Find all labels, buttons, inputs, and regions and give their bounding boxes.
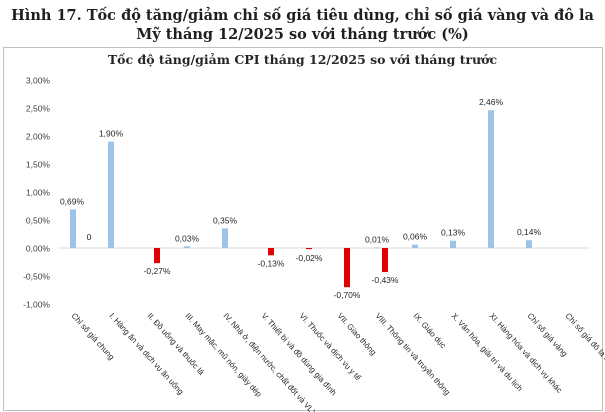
bar — [222, 228, 228, 248]
figure-title-line-1: Hình 17. Tốc độ tăng/giảm chỉ số giá tiê… — [11, 7, 594, 24]
x-category-label: IX. Giáo dục — [412, 311, 448, 350]
y-tick-label: 0,00% — [26, 244, 51, 254]
y-tick-label: -1,00% — [23, 300, 50, 310]
data-label: -0,70% — [334, 290, 361, 300]
x-category-label: VIII. Thông tin và truyền thông — [374, 311, 452, 397]
chart-title: Tốc độ tăng/giảm CPI tháng 12/2025 so vớ… — [107, 52, 498, 67]
bar — [306, 248, 312, 250]
y-tick-label: 1,50% — [26, 160, 51, 170]
data-label: 0 — [87, 232, 92, 242]
x-category-label: I. Hàng ăn và dịch vụ ăn uống — [108, 311, 186, 396]
chart-frame — [3, 47, 603, 411]
y-tick-label: 2,50% — [26, 104, 51, 114]
x-category-label: VII. Giao thông — [336, 311, 378, 357]
y-tick-label: -0,50% — [23, 272, 50, 282]
y-tick-label: 1,00% — [26, 188, 51, 198]
data-label: 2,46% — [479, 97, 504, 107]
data-label: -0,27% — [144, 266, 171, 276]
x-category-label: Chỉ số giá đô la Mỹ — [564, 311, 605, 368]
data-label: 0,01% — [365, 234, 390, 244]
figure-title-line-2: Mỹ tháng 12/2025 so với tháng trước (%) — [136, 26, 469, 43]
data-label: 0,14% — [517, 227, 542, 237]
data-label: 0,06% — [403, 232, 428, 242]
bar — [382, 248, 388, 273]
bar — [70, 209, 76, 248]
bar — [154, 248, 160, 264]
data-label: 1,90% — [99, 129, 124, 139]
bar — [108, 141, 114, 248]
x-category-label: X. Văn hóa, giải trí và du lịch — [450, 311, 525, 393]
bar — [184, 246, 190, 248]
x-category-label: Chỉ số giá vàng — [526, 311, 570, 358]
bar — [374, 247, 380, 249]
figure-title: Hình 17. Tốc độ tăng/giảm chỉ số giá tiê… — [0, 6, 605, 44]
x-category-label: V. Thiết bị và đồ dùng gia đình — [260, 311, 339, 397]
x-category-label: VI. Thuốc và dịch vụ y tế — [298, 311, 364, 382]
bar — [268, 248, 274, 256]
x-category-label: III. May mặc, mũ nón, giày dép — [184, 311, 264, 399]
data-label: 0,03% — [175, 233, 200, 243]
data-label: 0,13% — [441, 228, 466, 238]
data-label: -0,13% — [258, 258, 285, 268]
y-tick-label: 0,50% — [26, 216, 51, 226]
bar — [488, 110, 494, 249]
data-label: -0,02% — [296, 253, 323, 263]
bar — [526, 240, 532, 248]
x-category-label: XI. Hàng hóa và dịch vụ khác — [488, 311, 564, 394]
data-label: 0,35% — [213, 215, 238, 225]
y-tick-label: 3,00% — [26, 76, 51, 86]
data-label: -0,43% — [372, 275, 399, 285]
y-tick-label: 2,00% — [26, 132, 51, 142]
bar — [344, 248, 350, 288]
data-label: 0,69% — [60, 196, 85, 206]
bar — [412, 244, 418, 248]
bar — [450, 240, 456, 248]
